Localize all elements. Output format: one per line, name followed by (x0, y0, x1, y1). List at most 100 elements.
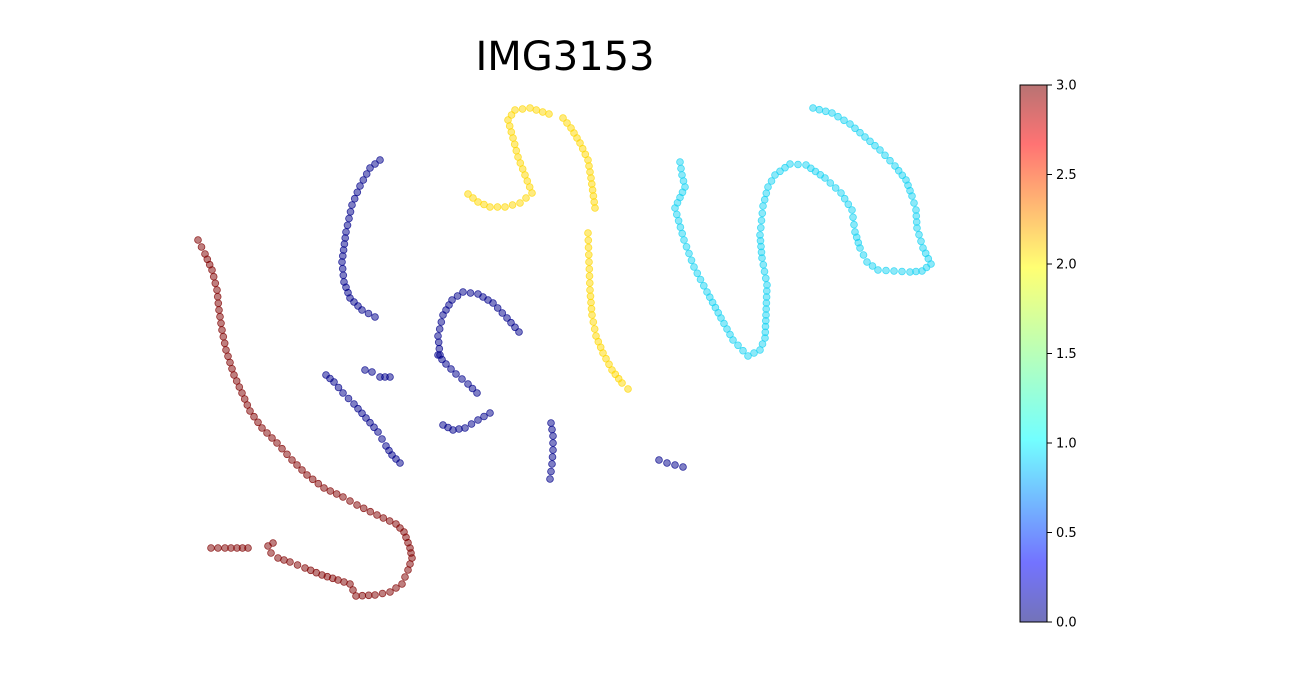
scatter-point (588, 299, 595, 306)
scatter-point (214, 293, 221, 300)
scatter-point (672, 462, 679, 469)
colorbar-tick-label: 1.5 (1056, 347, 1077, 362)
scatter-point (345, 395, 352, 402)
scatter-point (588, 305, 595, 312)
scatter-point (913, 207, 920, 214)
scatter-point (911, 200, 918, 207)
scatter-point (547, 476, 554, 483)
scatter-point (672, 205, 679, 212)
scatter-point (680, 464, 687, 471)
scatter-point (587, 287, 594, 294)
scatter-point (591, 326, 598, 333)
scatter-point (539, 109, 546, 116)
scatter-point (678, 165, 685, 172)
scatter-point (270, 540, 277, 547)
scatter-point (656, 457, 663, 464)
scatter-point (762, 275, 769, 282)
scatter-point (550, 433, 557, 440)
scatter-point (760, 261, 767, 268)
scatter-point (360, 505, 367, 512)
scatter-point (527, 105, 534, 112)
scatter-point (860, 252, 867, 259)
scatter-point (374, 512, 381, 519)
scatter-point (279, 445, 286, 452)
scatter-point (516, 329, 523, 336)
scatter-point (209, 267, 216, 274)
scatter-point (899, 268, 906, 275)
scatter-point (827, 180, 834, 187)
scatter-point (340, 272, 347, 279)
scatter-point (218, 320, 225, 327)
scatter-point (367, 508, 374, 515)
scatter-point (494, 204, 501, 211)
colorbar-tick-label: 3.0 (1056, 79, 1077, 94)
scatter-point (402, 574, 409, 581)
scatter-point (214, 287, 221, 294)
scatter-point (359, 307, 366, 314)
scatter-point (208, 545, 215, 552)
scatter-point (333, 491, 340, 498)
scatter-point (740, 347, 747, 354)
scatter-point (344, 222, 351, 229)
scatter-point (215, 300, 222, 307)
scatter-point (688, 257, 695, 264)
scatter-point (284, 451, 291, 458)
scatter-point (340, 494, 347, 501)
scatter-point (681, 237, 688, 244)
scatter-point (351, 195, 358, 202)
scatter-point (362, 367, 369, 374)
scatter-point (548, 468, 555, 475)
scatter-point (546, 111, 553, 118)
scatter-point (761, 196, 768, 203)
scatter-point (590, 319, 597, 326)
scatter-point (673, 211, 680, 218)
scatter-point (387, 589, 394, 596)
scatter-point (533, 107, 540, 114)
scatter-point (519, 106, 526, 113)
scatter-point (787, 161, 794, 168)
scatter-point (347, 208, 354, 215)
scatter-point (586, 259, 593, 266)
scatter-point (757, 224, 764, 231)
scatter-point (245, 545, 252, 552)
scatter-point (229, 365, 236, 372)
scatter-point (220, 333, 227, 340)
scatter-point (829, 110, 836, 117)
scatter-point (764, 282, 771, 289)
scatter-point (339, 265, 346, 272)
scatter-point (321, 485, 328, 492)
scatter-point (210, 273, 217, 280)
scatter-point (216, 307, 223, 314)
scatter-point (225, 353, 232, 360)
scatter-point (691, 264, 698, 271)
scatter-point (758, 217, 765, 224)
scatter-point (339, 259, 346, 266)
colorbar-tick-label: 0.0 (1056, 616, 1077, 631)
colorbar-gradient (1020, 85, 1047, 622)
scatter-point (304, 472, 311, 479)
scatter-point (589, 312, 596, 319)
scatter-point (694, 270, 701, 277)
colorbar-tick-label: 1.0 (1056, 437, 1077, 452)
scatter-point (357, 183, 364, 190)
scatter-point (686, 250, 693, 257)
scatter-point (586, 266, 593, 273)
scatter-point (309, 476, 316, 483)
scatter-point (757, 232, 764, 239)
scatter-point (515, 154, 522, 161)
scatter-point (354, 189, 361, 196)
scatter-point (302, 565, 309, 572)
scatter-point (462, 425, 469, 432)
scatter-point (795, 161, 802, 168)
scatter-point (759, 210, 766, 217)
scatter-point (275, 555, 282, 562)
scatter-point (550, 447, 557, 454)
scatter-point (436, 345, 443, 352)
scatter-point (549, 426, 556, 433)
scatter-point (760, 203, 767, 210)
scatter-point (523, 195, 530, 202)
scatter-point (549, 461, 556, 468)
scatter-point (405, 567, 412, 574)
scatter-point (467, 290, 474, 297)
scatter-point (822, 175, 829, 182)
